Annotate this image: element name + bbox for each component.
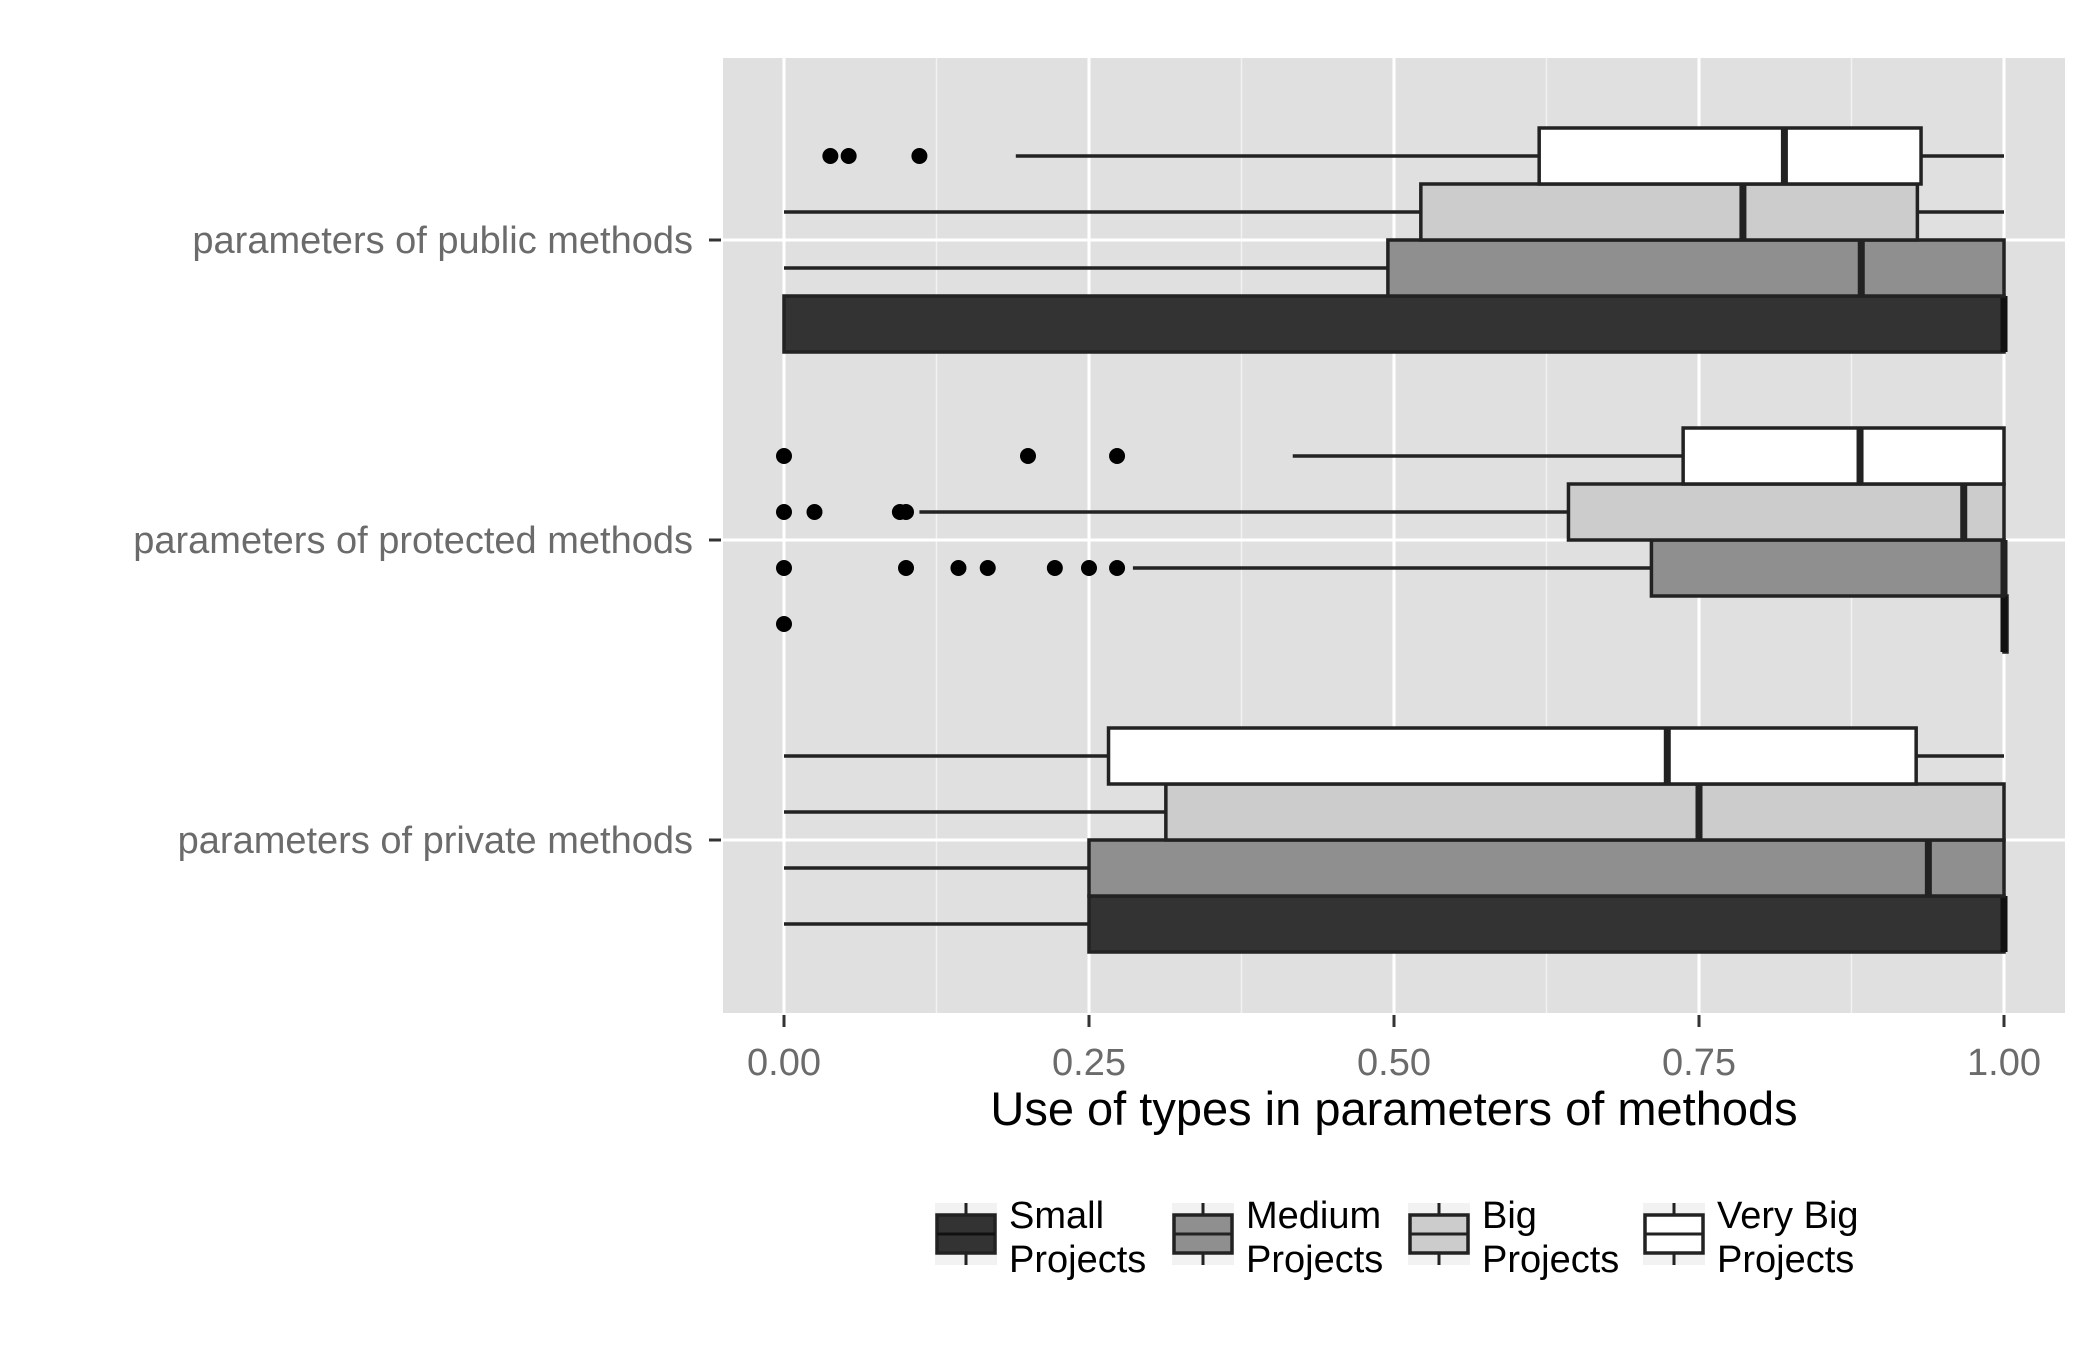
legend-label-line: Projects [1482,1239,1619,1281]
legend-label-line: Very Big [1717,1195,1859,1237]
outlier-point [898,504,914,520]
legend-item: Small Projects [935,1195,1146,1281]
box-iqr [1386,238,2006,298]
box-iqr [1566,482,2006,542]
x-tick-label: 1.00 [1967,1042,2041,1084]
legend-label: Small Projects [1009,1195,1146,1281]
outlier-point [776,560,792,576]
legend-label-line: Small [1009,1195,1104,1237]
outlier-point [950,560,967,576]
box-group [822,126,2004,186]
outlier-point [898,560,914,576]
box-iqr [1537,126,1923,186]
box-iqr [1087,838,2006,898]
x-tick-label: 0.25 [1052,1042,1126,1084]
x-axis-title: Use of types in parameters of methods [990,1082,1797,1135]
outlier-point [776,504,792,520]
box-group [784,238,2006,298]
y-tick-label: parameters of public methods [192,220,693,262]
box-group [776,482,2006,542]
outlier-point [1046,560,1063,576]
box-iqr [1649,538,2006,598]
x-tick-label: 0.75 [1662,1042,1736,1084]
box-group [776,538,2008,598]
boxes [776,126,2009,954]
legend-label-line: Projects [1717,1239,1854,1281]
box-iqr [782,294,2006,354]
outlier-point [1109,448,1126,464]
legend-item: Very Big Projects [1643,1195,1859,1281]
outlier-point [840,148,857,164]
outlier-point [1109,560,1126,576]
y-tick-label: parameters of private methods [178,820,693,862]
legend-item: Medium Projects [1172,1195,1383,1281]
box-group [784,894,2008,954]
x-tick-label: 0.50 [1357,1042,1431,1084]
legend-label-line: Projects [1246,1239,1383,1281]
outlier-point [822,148,839,164]
outlier-point [979,560,996,576]
legend-label: Medium Projects [1246,1195,1383,1281]
outlier-point [806,504,823,520]
outlier-point [1020,448,1036,464]
legend-label: Very Big Projects [1717,1195,1859,1281]
y-axis: parameters of public methods parameters o… [133,220,721,862]
box-group [782,294,2008,354]
box-iqr [1681,426,2006,486]
outlier-point [776,448,792,464]
legend-label: Big Projects [1482,1195,1619,1281]
legend-label-line: Big [1482,1195,1537,1237]
legend-item: Big Projects [1408,1195,1619,1281]
x-tick-label: 0.00 [747,1042,821,1084]
outlier-point [776,616,792,632]
y-tick-label: parameters of protected methods [133,520,693,562]
legend-label-line: Projects [1009,1239,1146,1281]
box-iqr [1164,782,2006,842]
legend-label-line: Medium [1246,1195,1381,1237]
outlier-point [911,148,928,164]
box-group [784,726,2004,786]
box-iqr [1106,726,1918,786]
box-iqr [1419,182,1920,242]
box-iqr [1087,894,2006,954]
x-axis: 0.00 0.25 0.50 0.75 1.00 [747,1015,2041,1084]
box-group [776,426,2006,486]
box-group [784,182,2004,242]
outlier-point [1081,560,1097,576]
